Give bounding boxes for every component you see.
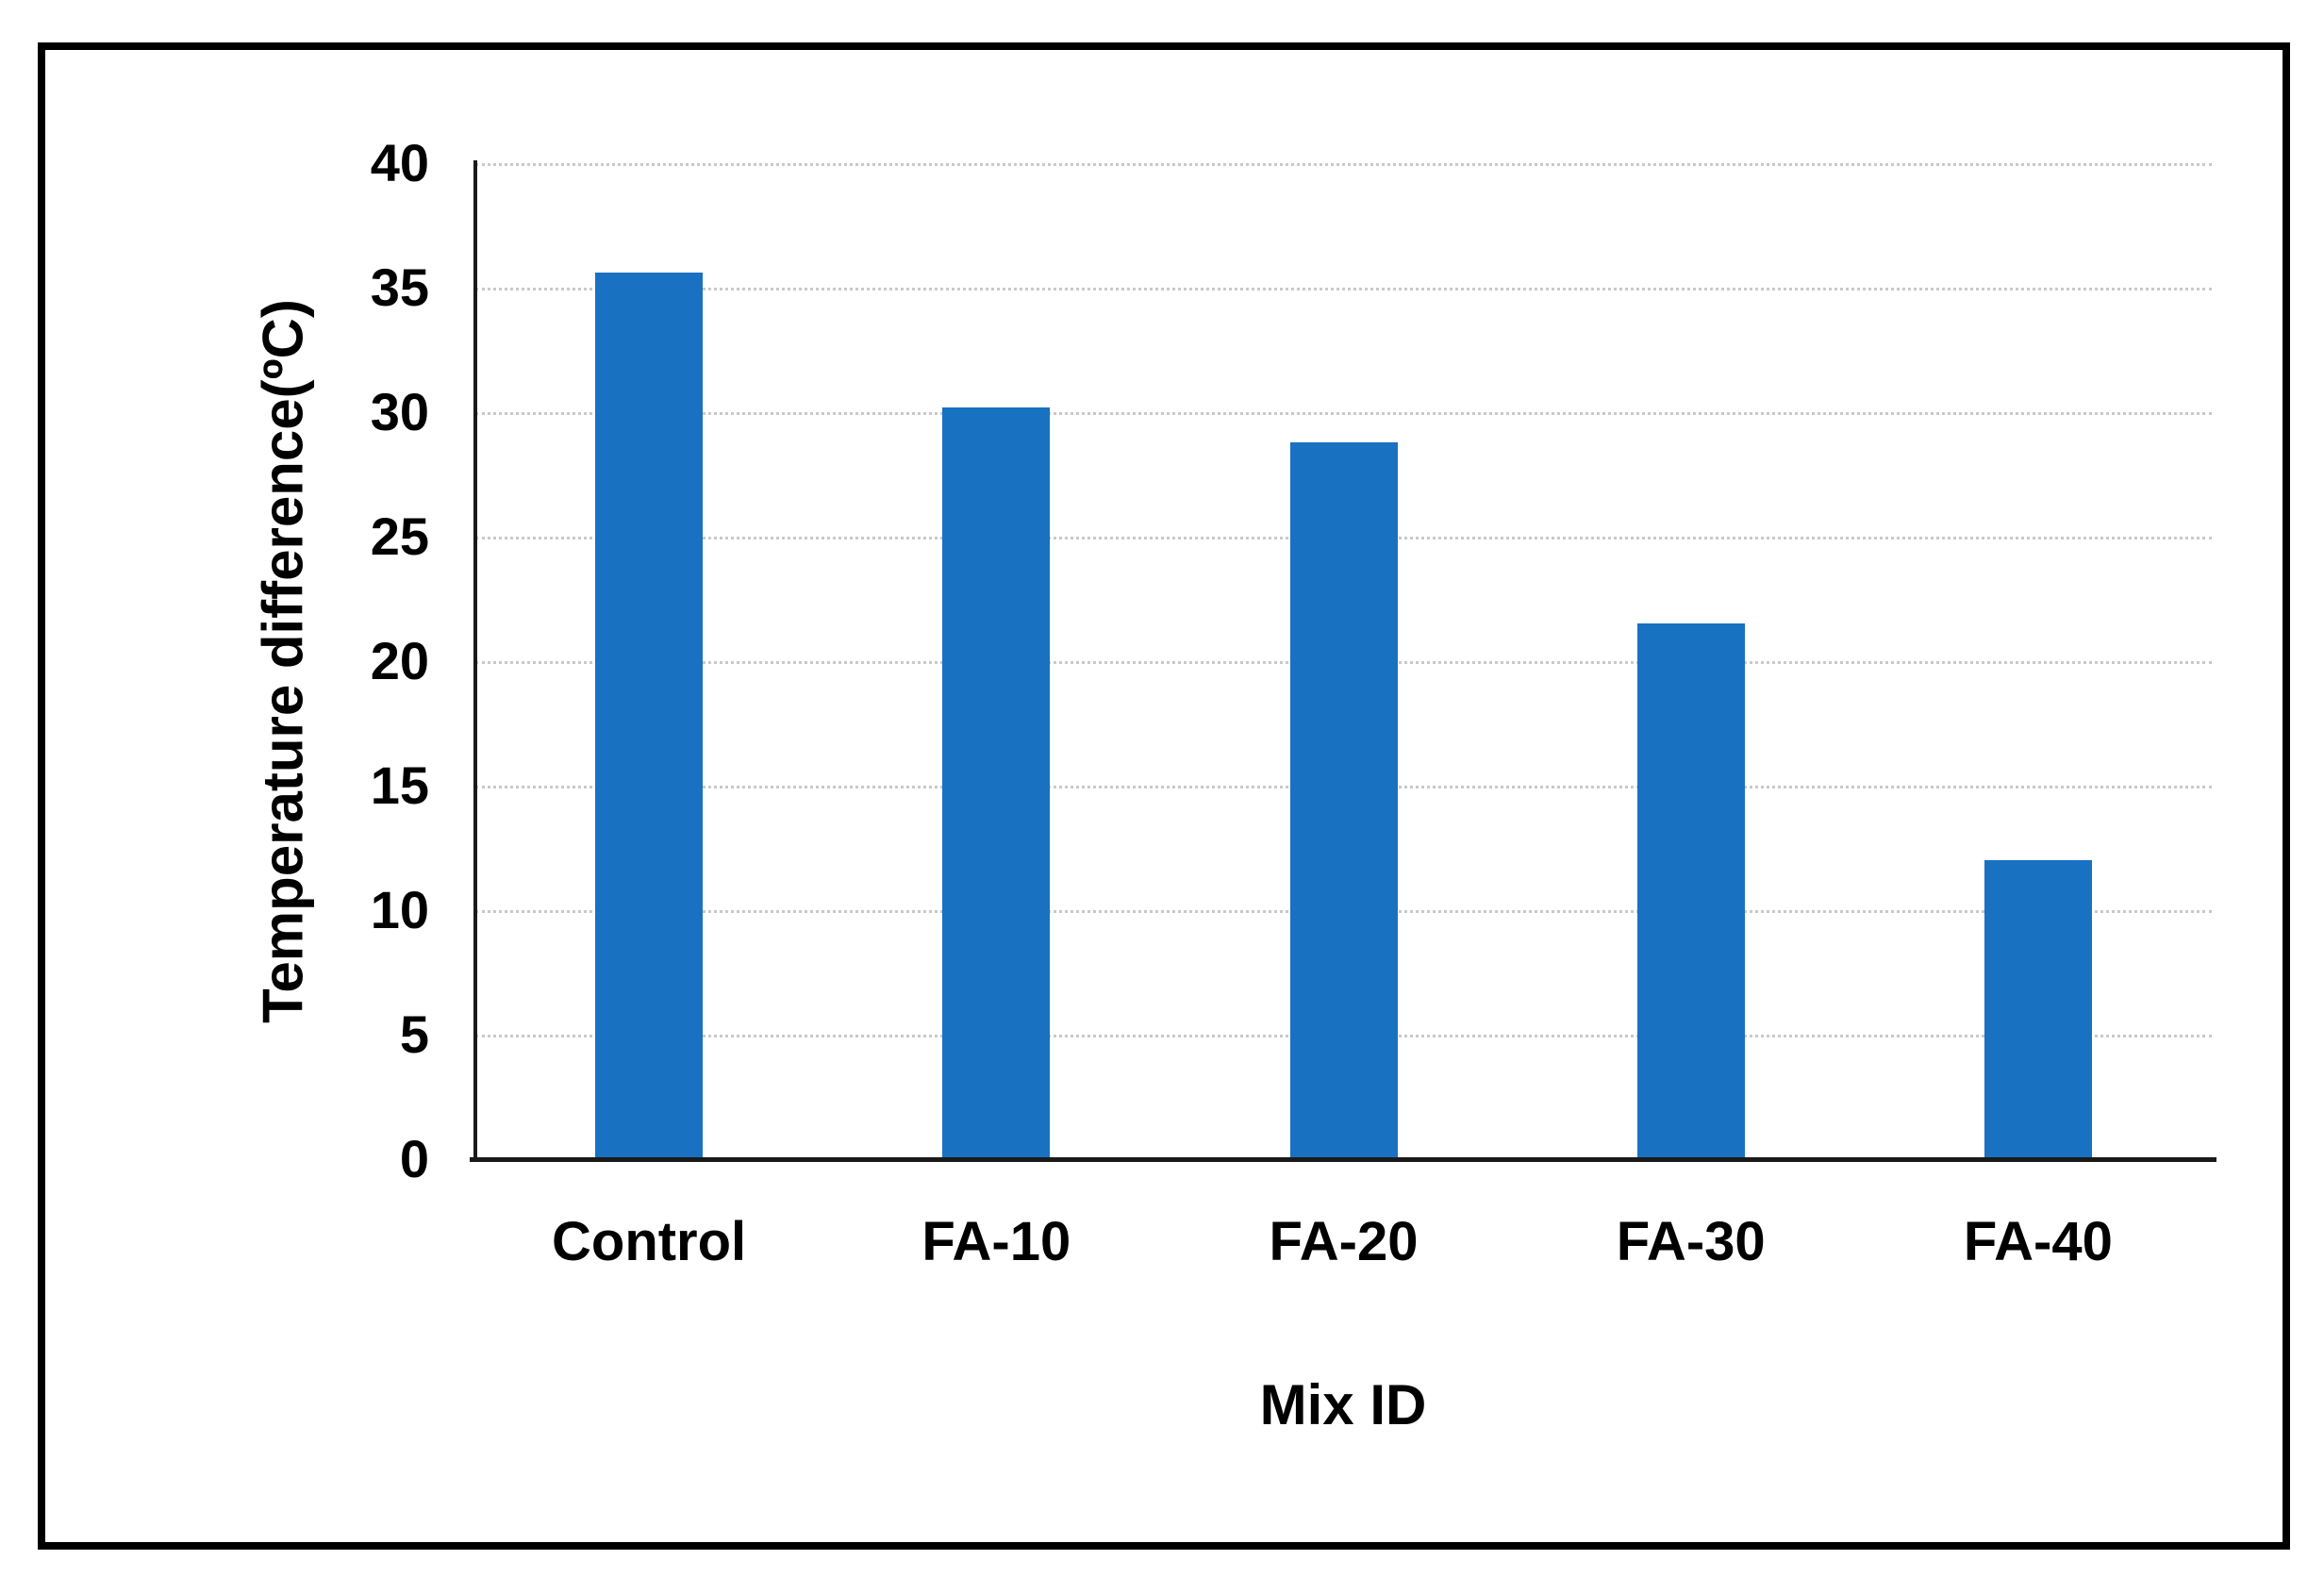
y-tick-label-30: 30 — [370, 382, 429, 441]
gridline-y30 — [475, 412, 2212, 415]
y-tick-label-5: 5 — [399, 1004, 429, 1064]
x-tick-label-fa-30: FA-30 — [1616, 1211, 1766, 1272]
plot-area — [475, 163, 2212, 1159]
bar-control — [595, 273, 704, 1159]
y-tick-label-15: 15 — [370, 755, 429, 815]
y-tick-label-0: 0 — [399, 1129, 429, 1188]
x-tick-label-fa-10: FA-10 — [921, 1211, 1071, 1272]
bar-fa-30 — [1636, 623, 1745, 1159]
bar-fa-40 — [1984, 860, 2092, 1159]
bar-fa-10 — [942, 407, 1051, 1159]
x-tick-label-fa-20: FA-20 — [1269, 1211, 1419, 1272]
x-axis-line — [470, 1157, 2216, 1162]
y-tick-label-40: 40 — [370, 133, 429, 192]
x-tick-label-control: Control — [552, 1211, 747, 1272]
y-tick-label-20: 20 — [370, 631, 429, 690]
chart-border-frame — [38, 42, 2290, 1550]
x-axis-title: Mix ID — [1259, 1373, 1427, 1436]
y-tick-label-35: 35 — [370, 257, 429, 317]
y-tick-label-10: 10 — [370, 880, 429, 939]
gridline-y40 — [475, 163, 2212, 166]
gridline-y35 — [475, 288, 2212, 290]
bar-fa-20 — [1289, 441, 1398, 1159]
x-tick-label-fa-40: FA-40 — [1963, 1211, 2113, 1272]
y-axis-line — [473, 160, 477, 1161]
y-tick-label-25: 25 — [370, 506, 429, 566]
